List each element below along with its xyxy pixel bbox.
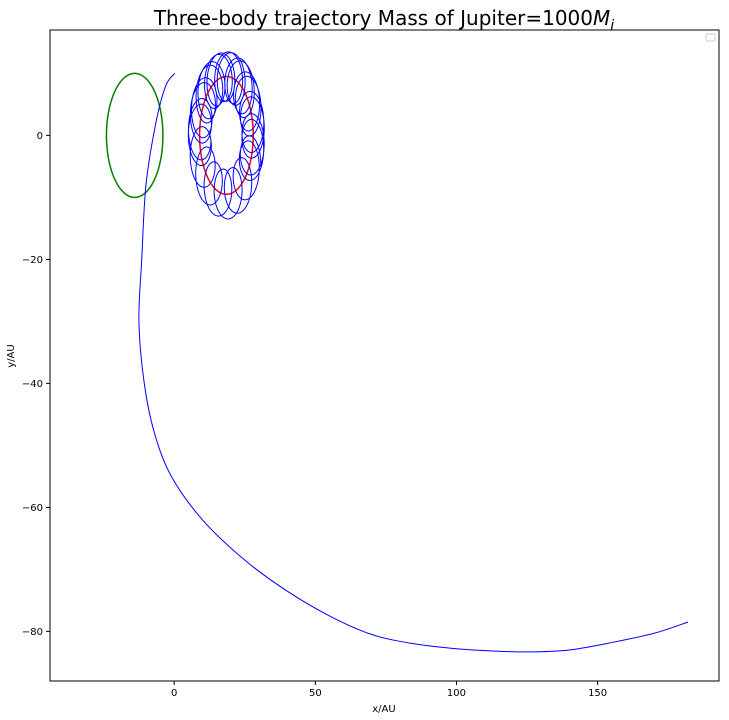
orbit-circle [198,75,254,196]
x-axis-ticks: 0 50 100 150 [171,681,607,699]
title-math-sub: j [608,18,614,34]
y-tick-label: −20 [22,255,43,266]
x-tick-label: 100 [447,688,466,699]
orbit-circle [105,72,164,199]
chart-title: Three-body trajectory Mass of Jupiter=10… [153,6,614,34]
x-axis-label: x/AU [372,704,395,715]
x-tick-label: 0 [171,688,177,699]
series-layer [105,51,689,653]
y-tick-label: −40 [22,379,43,390]
x-tick-label: 50 [309,688,322,699]
y-tick-label: 0 [37,131,43,142]
y-tick-label: −80 [22,627,43,638]
y-axis-label: y/AU [6,344,17,367]
title-math: M [593,6,610,30]
plot-area [50,30,719,681]
title-text: Three-body trajectory Mass of Jupiter=10… [153,6,593,30]
y-axis-ticks: 0 −20 −40 −60 −80 [22,131,50,638]
x-tick-label: 150 [588,688,607,699]
trajectory-escape [138,73,689,653]
y-tick-label: −60 [22,503,43,514]
trajectory-loops [187,51,265,220]
legend-box [705,33,716,42]
plot-frame [49,29,720,682]
